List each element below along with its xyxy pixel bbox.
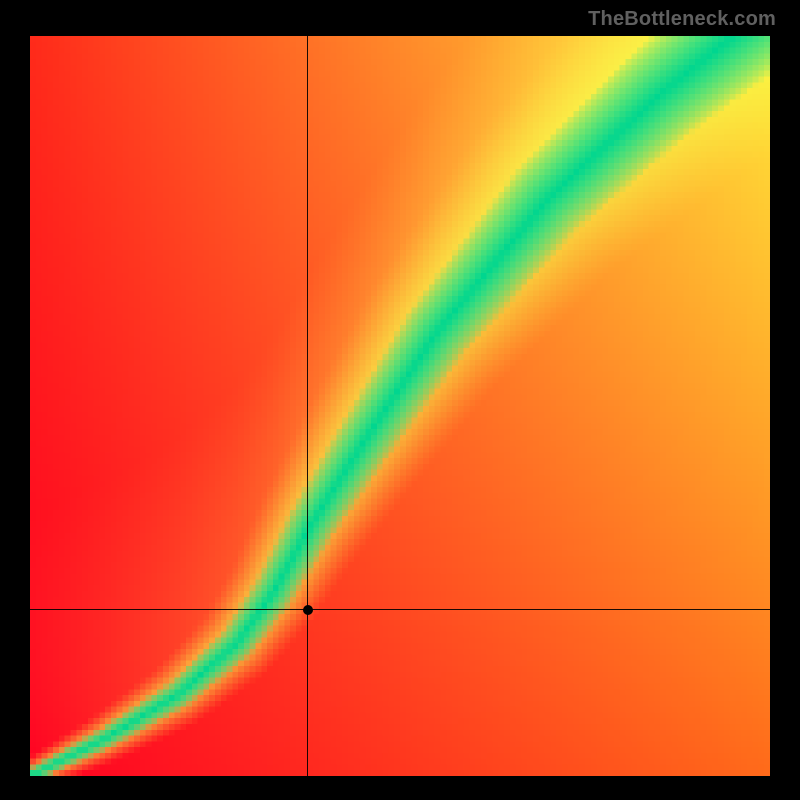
crosshair-vertical	[307, 36, 308, 776]
crosshair-horizontal	[30, 609, 770, 610]
root: TheBottleneck.com	[0, 0, 800, 800]
marker-dot	[303, 605, 313, 615]
heatmap-plot	[30, 36, 770, 776]
attribution-text: TheBottleneck.com	[588, 8, 776, 31]
heatmap-canvas	[30, 36, 770, 776]
